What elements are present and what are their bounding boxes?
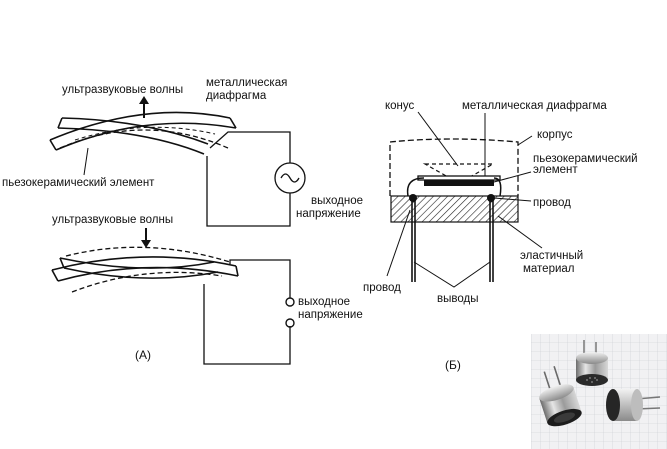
- housing-outline: [389, 138, 519, 196]
- ac-wave-icon: [280, 173, 300, 183]
- bottom-strip-lower: [57, 266, 239, 282]
- wire-left-pointer: [386, 209, 411, 277]
- bottom-circuit-wire-bottom: [203, 284, 291, 365]
- piezo-pointer: [83, 147, 89, 176]
- leads-label: выводы: [437, 293, 478, 305]
- leads-pointer: [413, 261, 491, 288]
- bottom-strip-left-end: [51, 269, 59, 282]
- elastic-label-line2: материал: [523, 263, 575, 275]
- sensor-photo: [531, 334, 667, 449]
- piezo-element-label: пьезокерамический элемент: [2, 177, 155, 189]
- holder-right: [493, 177, 502, 197]
- circuit-wire-top: [209, 131, 291, 163]
- piezo-pointer-b: [493, 171, 532, 183]
- diaphragm-right-end: [229, 117, 237, 129]
- diaphragm-left-end: [49, 139, 57, 151]
- output-terminal-bottom: [285, 318, 295, 328]
- sensor-left: [539, 366, 582, 427]
- bottom-cross-strip-upper: [59, 257, 215, 269]
- diaphragm-strip-lower: [55, 122, 237, 151]
- diaphragm-label-line2: диафрагма: [206, 90, 267, 102]
- diaphragm-label-line1: металлическая: [206, 77, 287, 89]
- wire-right-pointer: [493, 197, 532, 202]
- bottom-dashed-arc-1: [65, 246, 231, 263]
- diagram-a-bottom: ультразвуковые волны выходное напряжение…: [51, 214, 363, 365]
- cone-outline: [422, 163, 496, 178]
- bottom-output-label-line1: выходное: [298, 296, 350, 308]
- holder-left: [406, 177, 425, 197]
- wire-right-label: провод: [533, 197, 571, 209]
- piezo-dashed-line: [74, 126, 216, 141]
- piezo-strip-upper: [61, 117, 209, 145]
- diagram-a-top: ультразвуковые волны металлическая диафр…: [2, 77, 363, 227]
- bottom-dashed-arc-2: [71, 271, 223, 293]
- diaphragm-strip-upper: [49, 111, 231, 141]
- top-output-label-line1: выходное: [311, 195, 363, 207]
- solder-right: [487, 194, 495, 202]
- ac-source-symbol: [274, 162, 306, 194]
- diagram-b-caption: (Б): [445, 358, 461, 372]
- top-output-label-line2: напряжение: [296, 208, 361, 220]
- wave-down-arrow-head: [141, 240, 151, 248]
- wire-left-label: провод: [363, 282, 401, 294]
- solder-left: [409, 194, 417, 202]
- diagram-b: конус металлическая диафрагма корпус пье…: [363, 100, 638, 372]
- bottom-strip-upper: [51, 256, 237, 271]
- diagram-a-caption: (A): [135, 348, 151, 362]
- bottom-circuit-wire-top: [229, 259, 291, 298]
- elastic-label-line1: эластичный: [520, 250, 583, 262]
- piezo-b-label-line1: пьезокерамический: [533, 153, 638, 165]
- bottom-cross-strip-end: [59, 257, 65, 269]
- metal-diaphragm: [417, 175, 501, 181]
- sensor-back: [576, 340, 608, 386]
- cone-label: конус: [385, 100, 415, 112]
- piezo-element: [424, 180, 494, 186]
- elastic-pointer: [497, 215, 543, 249]
- cone-pointer: [417, 111, 459, 167]
- wave-up-arrow-head: [139, 96, 149, 104]
- diaphragm-b-label: металлическая диафрагма: [462, 100, 607, 112]
- piezo-b-label-line2: элемент: [533, 164, 578, 176]
- piezo-strip-end: [57, 117, 63, 129]
- bottom-strip-right-end: [235, 265, 239, 277]
- housing-label: корпус: [537, 129, 573, 141]
- housing-pointer: [517, 135, 533, 146]
- circuit-wire-bottom: [206, 156, 291, 227]
- piezo-strip-lower: [57, 127, 205, 155]
- bottom-output-label-line2: напряжение: [298, 309, 363, 321]
- bottom-cross-strip-lower: [63, 267, 219, 279]
- bottom-waves-label: ультразвуковые волны: [52, 214, 173, 226]
- output-terminal-top: [285, 297, 295, 307]
- sensor-right: [606, 389, 661, 421]
- top-waves-label: ультразвуковые волны: [62, 84, 183, 96]
